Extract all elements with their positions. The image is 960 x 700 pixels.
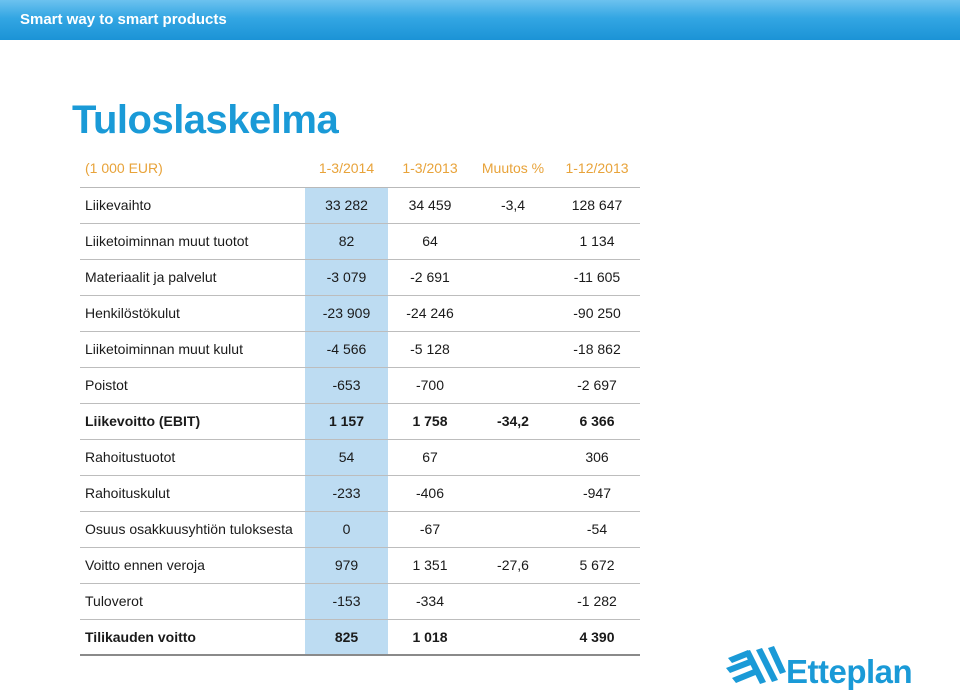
cell-q1-2014: 979 [305, 547, 388, 584]
tagline: Smart way to smart products [20, 11, 227, 28]
cell-change [472, 619, 554, 656]
cell-q1-2013: -406 [388, 475, 472, 512]
cell-q1-2014: 1 157 [305, 403, 388, 440]
cell-q1-2014: -653 [305, 367, 388, 404]
cell-fy-2013: 6 366 [554, 403, 640, 440]
cell-fy-2013: -90 250 [554, 295, 640, 332]
cell-q1-2014: 33 282 [305, 187, 388, 224]
table-row: Rahoituskulut -233 -406 -947 [80, 475, 640, 512]
cell-q1-2013: -5 128 [388, 331, 472, 368]
table-header-row: (1 000 EUR) 1-3/2014 1-3/2013 Muutos % 1… [80, 149, 640, 188]
cell-q1-2013: -2 691 [388, 259, 472, 296]
cell-q1-2013: -334 [388, 583, 472, 620]
cell-q1-2013: 1 018 [388, 619, 472, 656]
table-row: Liikevoitto (EBIT) 1 157 1 758 -34,2 6 366 [80, 403, 640, 440]
cell-q1-2014: 82 [305, 223, 388, 260]
row-label: Rahoitustuotot [80, 439, 305, 476]
table-row: Materiaalit ja palvelut -3 079 -2 691 -11 6… [80, 259, 640, 296]
table-row: Liikevaihto 33 282 34 459 -3,4 128 647 [80, 187, 640, 224]
cell-q1-2014: 54 [305, 439, 388, 476]
cell-fy-2013: 306 [554, 439, 640, 476]
cell-q1-2013: 67 [388, 439, 472, 476]
cell-change [472, 583, 554, 620]
cell-q1-2013: -24 246 [388, 295, 472, 332]
row-label: Materiaalit ja palvelut [80, 259, 305, 296]
cell-fy-2013: -947 [554, 475, 640, 512]
cell-change [472, 439, 554, 476]
column-header-fy-2013: 1-12/2013 [554, 149, 640, 188]
cell-change [472, 367, 554, 404]
cell-q1-2014: -4 566 [305, 331, 388, 368]
row-label: Liikevaihto [80, 187, 305, 224]
row-label: Tilikauden voitto [80, 619, 305, 656]
cell-q1-2014: -23 909 [305, 295, 388, 332]
cell-q1-2013: 64 [388, 223, 472, 260]
cell-q1-2013: 34 459 [388, 187, 472, 224]
etteplan-logo-icon [726, 646, 786, 684]
row-label: Henkilöstökulut [80, 295, 305, 332]
cell-fy-2013: -18 862 [554, 331, 640, 368]
cell-fy-2013: -54 [554, 511, 640, 548]
column-header-q1-2013: 1-3/2013 [388, 149, 472, 188]
row-label: Voitto ennen veroja [80, 547, 305, 584]
row-label: Tuloverot [80, 583, 305, 620]
cell-q1-2014: -233 [305, 475, 388, 512]
cell-q1-2013: -67 [388, 511, 472, 548]
table-row: Rahoitustuotot 54 67 306 [80, 439, 640, 476]
cell-change [472, 259, 554, 296]
cell-q1-2014: 825 [305, 619, 388, 656]
table-row: Tilikauden voitto 825 1 018 4 390 [80, 619, 640, 656]
cell-fy-2013: 128 647 [554, 187, 640, 224]
cell-fy-2013: 1 134 [554, 223, 640, 260]
header-bar: Smart way to smart products [0, 0, 960, 40]
cell-change [472, 511, 554, 548]
row-label: Liikevoitto (EBIT) [80, 403, 305, 440]
cell-fy-2013: -11 605 [554, 259, 640, 296]
company-name: Etteplan [786, 653, 913, 690]
column-header-q1-2014: 1-3/2014 [305, 149, 388, 188]
cell-change: -34,2 [472, 403, 554, 440]
table-row: Osuus osakkuusyhtiön tuloksesta 0 -67 -54 [80, 511, 640, 548]
row-label: Osuus osakkuusyhtiön tuloksesta [80, 511, 305, 548]
cell-change [472, 295, 554, 332]
table-row: Liiketoiminnan muut kulut -4 566 -5 128 -18… [80, 331, 640, 368]
cell-q1-2013: 1 351 [388, 547, 472, 584]
row-label: Poistot [80, 367, 305, 404]
column-header-change: Muutos % [472, 149, 554, 188]
cell-q1-2013: 1 758 [388, 403, 472, 440]
cell-change [472, 475, 554, 512]
table-row: Voitto ennen veroja 979 1 351 -27,6 5 672 [80, 547, 640, 584]
row-label: Liiketoiminnan muut kulut [80, 331, 305, 368]
cell-change: -3,4 [472, 187, 554, 224]
cell-q1-2013: -700 [388, 367, 472, 404]
table-row: Poistot -653 -700 -2 697 [80, 367, 640, 404]
row-label: Liiketoiminnan muut tuotot [80, 223, 305, 260]
cell-change [472, 331, 554, 368]
cell-change [472, 223, 554, 260]
cell-fy-2013: -1 282 [554, 583, 640, 620]
row-label: Rahoituskulut [80, 475, 305, 512]
table-row: Henkilöstökulut -23 909 -24 246 -90 250 [80, 295, 640, 332]
cell-q1-2014: -153 [305, 583, 388, 620]
cell-fy-2013: 4 390 [554, 619, 640, 656]
cell-fy-2013: 5 672 [554, 547, 640, 584]
table-row: Tuloverot -153 -334 -1 282 [80, 583, 640, 620]
column-header-unit: (1 000 EUR) [80, 149, 305, 188]
cell-q1-2014: 0 [305, 511, 388, 548]
cell-fy-2013: -2 697 [554, 367, 640, 404]
cell-change: -27,6 [472, 547, 554, 584]
page-title: Tuloslaskelma [72, 98, 339, 142]
cell-q1-2014: -3 079 [305, 259, 388, 296]
table-row: Liiketoiminnan muut tuotot 82 64 1 134 [80, 223, 640, 260]
income-statement-table: (1 000 EUR) 1-3/2014 1-3/2013 Muutos % 1… [80, 149, 640, 656]
